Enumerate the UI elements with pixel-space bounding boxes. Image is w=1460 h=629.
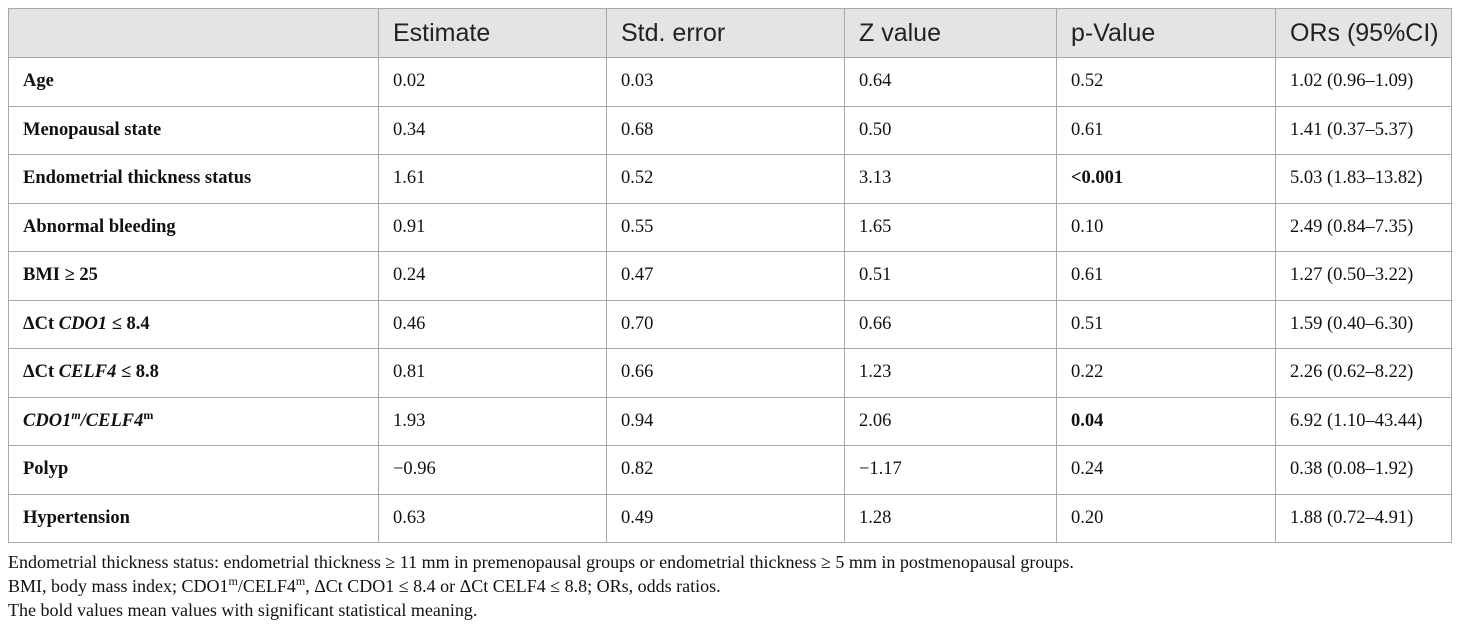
ors-cell: 1.59 (0.40–6.30) (1275, 299, 1452, 349)
estimate-cell: 0.81 (378, 348, 607, 398)
label-suffix: ≤ 8.8 (116, 362, 159, 383)
ors-cell: 2.49 (0.84–7.35) (1275, 202, 1452, 252)
regression-table: Estimate Std. error Z value p-Value ORs … (8, 8, 1452, 543)
p-value-cell: 0.51 (1056, 299, 1276, 349)
z-value-cell: 0.50 (844, 105, 1057, 155)
footnote-text: , ΔCt CDO1 ≤ 8.4 or ΔCt CELF4 ≤ 8.8; ORs… (305, 576, 721, 596)
label-prefix: ΔCt (23, 313, 59, 334)
z-value-cell: 1.23 (844, 348, 1057, 398)
table-row: Endometrial thickness status 1.61 0.52 3… (8, 154, 1452, 204)
std-error-cell: 0.52 (606, 154, 845, 204)
estimate-cell: 0.91 (378, 202, 607, 252)
row-label: Polyp (8, 445, 379, 495)
gene-name: CDO1 (23, 410, 72, 431)
estimate-cell: 0.24 (378, 251, 607, 301)
ors-cell: 0.38 (0.08–1.92) (1275, 445, 1452, 495)
table-row: BMI ≥ 25 0.24 0.47 0.51 0.61 1.27 (0.50–… (8, 251, 1452, 301)
std-error-cell: 0.03 (606, 57, 845, 107)
header-row: Estimate Std. error Z value p-Value ORs … (8, 8, 1452, 58)
std-error-cell: 0.49 (606, 493, 845, 543)
estimate-cell: 0.02 (378, 57, 607, 107)
footnote-bold-meaning: The bold values mean values with signifi… (8, 600, 478, 620)
z-value-cell: −1.17 (844, 445, 1057, 495)
std-error-cell: 0.94 (606, 396, 845, 446)
estimate-cell: 0.63 (378, 493, 607, 543)
p-value-cell: 0.10 (1056, 202, 1276, 252)
p-value-cell: 0.24 (1056, 445, 1276, 495)
label-suffix: ≤ 8.4 (107, 313, 150, 334)
table-row: ΔCt CELF4 ≤ 8.8 0.81 0.66 1.23 0.22 2.26… (8, 348, 1452, 398)
p-value-cell: 0.52 (1056, 57, 1276, 107)
estimate-cell: 1.61 (378, 154, 607, 204)
estimate-cell: 0.34 (378, 105, 607, 155)
ors-cell: 2.26 (0.62–8.22) (1275, 348, 1452, 398)
gene-name: CDO1 (58, 313, 108, 334)
p-value-cell: 0.22 (1056, 348, 1276, 398)
ors-cell: 6.92 (1.10–43.44) (1275, 396, 1452, 446)
ors-cell: 1.27 (0.50–3.22) (1275, 251, 1452, 301)
superscript: m (295, 574, 306, 588)
row-label: Age (8, 57, 379, 107)
table-row: Abnormal bleeding 0.91 0.55 1.65 0.10 2.… (8, 202, 1452, 252)
p-value-cell: 0.61 (1056, 105, 1276, 155)
row-label: Hypertension (8, 493, 379, 543)
label-prefix: ΔCt (23, 362, 59, 383)
std-error-cell: 0.55 (606, 202, 845, 252)
std-error-cell: 0.68 (606, 105, 845, 155)
p-value-cell-significant: <0.001 (1056, 154, 1276, 204)
row-label: ΔCt CELF4 ≤ 8.8 (8, 348, 379, 398)
std-error-cell: 0.82 (606, 445, 845, 495)
footnote-text: BMI, body mass index; CDO1 (8, 576, 229, 596)
p-value-cell: 0.20 (1056, 493, 1276, 543)
std-error-cell: 0.66 (606, 348, 845, 398)
gene-name: CELF4 (85, 410, 144, 431)
z-value-cell: 0.51 (844, 251, 1057, 301)
gene-name: CELF4 (58, 362, 117, 383)
row-label: BMI ≥ 25 (8, 251, 379, 301)
table-row: CDO1m/CELF4m 1.93 0.94 2.06 0.04 6.92 (1… (8, 396, 1452, 446)
std-error-cell: 0.47 (606, 251, 845, 301)
ors-cell: 5.03 (1.83–13.82) (1275, 154, 1452, 204)
p-value-cell: 0.61 (1056, 251, 1276, 301)
results-table-container: Estimate Std. error Z value p-Value ORs … (8, 8, 1452, 622)
estimate-cell: 0.46 (378, 299, 607, 349)
row-label: ΔCt CDO1 ≤ 8.4 (8, 299, 379, 349)
superscript: m (71, 407, 81, 422)
row-label: Endometrial thickness status (8, 154, 379, 204)
row-label: CDO1m/CELF4m (8, 396, 379, 446)
row-label: Menopausal state (8, 105, 379, 155)
table-row: Age 0.02 0.03 0.64 0.52 1.02 (0.96–1.09) (8, 57, 1452, 107)
label-separator: / (80, 410, 86, 431)
header-cell-std-error: Std. error (606, 8, 845, 58)
z-value-cell: 2.06 (844, 396, 1057, 446)
footnote-text: /CELF4 (237, 576, 296, 596)
row-label: Abnormal bleeding (8, 202, 379, 252)
header-cell-variable (8, 8, 379, 58)
footnote-endometrial-thickness: Endometrial thickness status: endometria… (8, 552, 1074, 572)
z-value-cell: 3.13 (844, 154, 1057, 204)
table-row: Hypertension 0.63 0.49 1.28 0.20 1.88 (0… (8, 493, 1452, 543)
header-cell-estimate: Estimate (378, 8, 607, 58)
table-row: Menopausal state 0.34 0.68 0.50 0.61 1.4… (8, 105, 1452, 155)
ors-cell: 1.88 (0.72–4.91) (1275, 493, 1452, 543)
header-cell-ors: ORs (95%CI) (1275, 8, 1452, 58)
estimate-cell: −0.96 (378, 445, 607, 495)
header-cell-p-value: p-Value (1056, 8, 1276, 58)
table-row: Polyp −0.96 0.82 −1.17 0.24 0.38 (0.08–1… (8, 445, 1452, 495)
std-error-cell: 0.70 (606, 299, 845, 349)
ors-cell: 1.02 (0.96–1.09) (1275, 57, 1452, 107)
superscript: m (228, 574, 238, 588)
p-value-cell-significant: 0.04 (1056, 396, 1276, 446)
z-value-cell: 1.28 (844, 493, 1057, 543)
z-value-cell: 1.65 (844, 202, 1057, 252)
table-row: ΔCt CDO1 ≤ 8.4 0.46 0.70 0.66 0.51 1.59 … (8, 299, 1452, 349)
superscript: m (143, 407, 154, 422)
header-cell-z-value: Z value (844, 8, 1057, 58)
z-value-cell: 0.66 (844, 299, 1057, 349)
estimate-cell: 1.93 (378, 396, 607, 446)
ors-cell: 1.41 (0.37–5.37) (1275, 105, 1452, 155)
z-value-cell: 0.64 (844, 57, 1057, 107)
footnote-abbreviations: BMI, body mass index; CDO1m/CELF4m, ΔCt … (8, 574, 1451, 598)
table-footnotes: Endometrial thickness status: endometria… (8, 550, 1451, 622)
